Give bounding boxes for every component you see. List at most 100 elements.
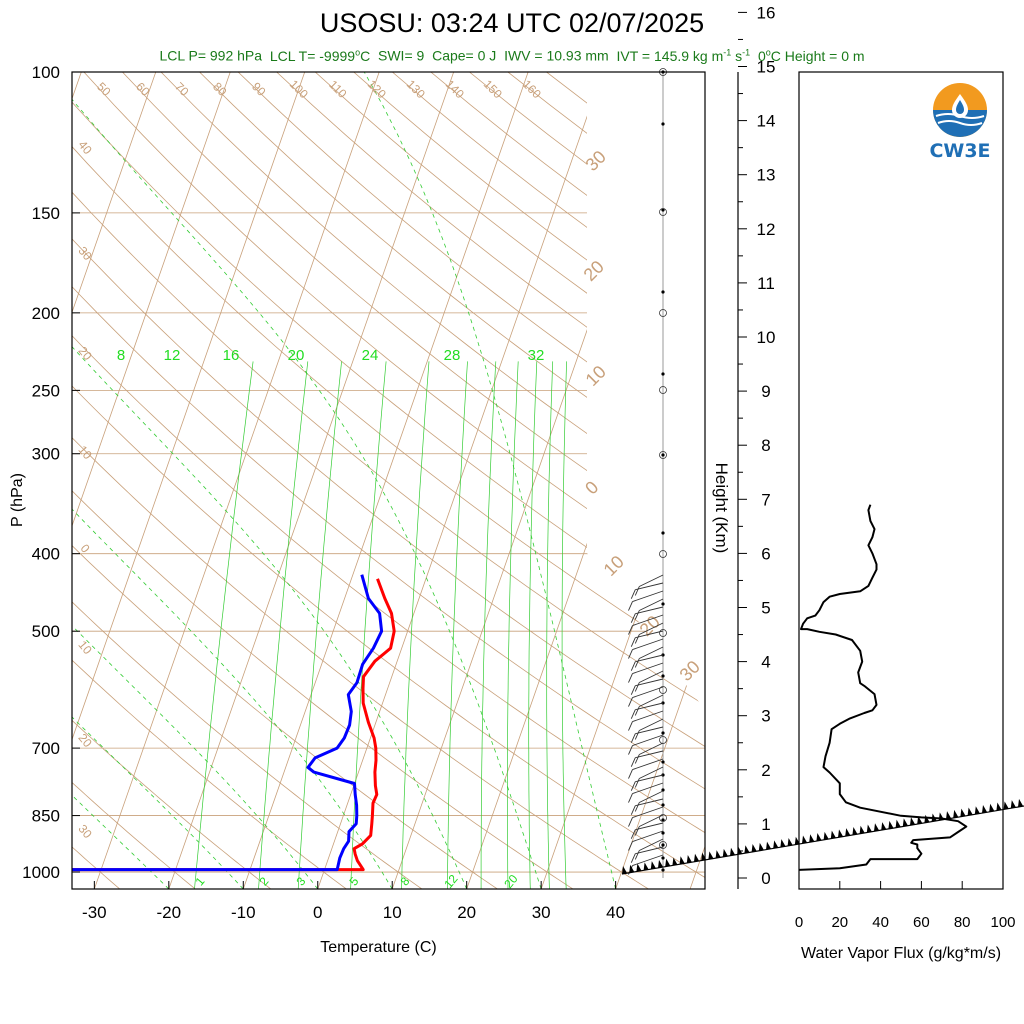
wind-flag (708, 851, 714, 860)
wind-level-dot (661, 208, 665, 212)
wind-flag (686, 855, 692, 864)
dry-adiabat (392, 72, 705, 312)
height-tick-label: 8 (761, 436, 770, 455)
sounding-indices: LCL P= 992 hPa LCL T= -9999oC SWI= 9 Cap… (0, 47, 1024, 64)
wind-barb (639, 622, 664, 635)
wind-level-dot (661, 760, 665, 764)
mixing-ratio-line (507, 361, 519, 889)
skew-t-axes: -30 -20 -10 0 10 20 30 40 100 150 200 250 300 400 500 7… (9, 63, 625, 956)
mixing-ratio-bottom-label: 3 (293, 874, 308, 888)
calm-wind-circle (659, 629, 667, 637)
wind-barb (635, 822, 664, 831)
swi-value: SWI= 9 (378, 47, 425, 64)
wind-barb (635, 678, 664, 687)
wind-barb (639, 574, 664, 587)
wind-barb-feather (630, 589, 636, 599)
moist-adiabat (72, 508, 393, 889)
wind-flag (953, 809, 959, 818)
y-tick-label: 200 (32, 304, 60, 323)
calm-wind-circle (659, 386, 667, 394)
dry-adiabat (72, 601, 423, 889)
x-tick-label: -20 (157, 903, 182, 922)
height-tick-label: 10 (757, 328, 776, 347)
mixing-ratio-line (350, 361, 387, 889)
wind-flag (715, 850, 721, 859)
wind-flag (852, 826, 858, 835)
flux-tick-label: 80 (954, 914, 971, 931)
mixing-ratio-bottom-label: 5 (346, 874, 361, 888)
dry-adiabat (72, 146, 705, 666)
wind-barb (635, 630, 664, 639)
surface-wind-barb (621, 805, 1024, 875)
dry-adiabat (72, 238, 705, 747)
wind-level-dot (661, 788, 665, 792)
wind-barb-feather (634, 826, 640, 836)
height-tick-label: 2 (761, 761, 770, 780)
wind-barb (635, 726, 664, 735)
wind-flag (722, 848, 728, 857)
wind-barb-feather (628, 745, 633, 755)
dry-adiabat (72, 719, 272, 889)
wind-barb (639, 766, 664, 779)
height-tick-label: 11 (757, 274, 775, 293)
wind-flag (636, 863, 642, 872)
isotherm (765, 72, 1024, 889)
wind-flag (1010, 800, 1016, 809)
mixing-ratio-line (194, 361, 254, 889)
x-tick-label: 30 (532, 903, 551, 922)
flux-tick-label: 60 (913, 914, 930, 931)
y-tick-label: 100 (32, 63, 60, 82)
wind-flag (895, 819, 901, 828)
height-tick-label: 7 (761, 490, 770, 509)
ivt-value: IVT = 145.9 kg m-1 s-1 (616, 47, 751, 64)
wind-barb-feather (630, 829, 636, 839)
lcl-temperature: LCL T= -9999oC (269, 47, 371, 64)
cape-value: Cape= 0 J (432, 47, 497, 64)
x-tick-label: 10 (383, 903, 402, 922)
dry-adiabat (72, 286, 705, 790)
flux-axis-label: Water Vapor Flux (g/kg*m/s) (801, 945, 1001, 962)
flux-tick-label: 0 (795, 914, 803, 931)
wind-barb (635, 798, 664, 807)
wind-barb (632, 734, 664, 747)
isotherm (93, 72, 380, 889)
wind-flag (694, 853, 699, 862)
wind-flag (672, 857, 678, 866)
dry-adiabat-label: 120 (365, 77, 389, 101)
wind-barb-feather (628, 841, 633, 851)
skew-t-background (0, 72, 1024, 889)
dry-adiabat (72, 659, 347, 889)
wind-level-dot (661, 674, 665, 678)
wind-barb (639, 694, 664, 707)
y-axis-label: P (hPa) (9, 473, 26, 527)
wind-barb (639, 646, 664, 659)
isotherm (72, 72, 231, 528)
wind-barb (639, 670, 664, 683)
wind-barb-feather (634, 706, 640, 716)
mixing-ratio-line (480, 361, 497, 889)
wind-barb (632, 854, 664, 867)
dry-adiabat (72, 335, 705, 834)
wind-barb (635, 750, 664, 759)
dry-adiabat-label: 70 (172, 79, 192, 99)
wind-flag (751, 844, 757, 853)
dry-adiabat (72, 101, 705, 627)
wind-barb (632, 662, 664, 675)
y-tick-label: 500 (32, 622, 60, 641)
mixing-ratio-line (546, 361, 554, 889)
calm-wind-circle (659, 309, 667, 317)
isotherm (0, 72, 7, 889)
flux-axis: 0 20 40 60 80 100 Water Vapor Flux (g/kg*m/s) (795, 881, 1016, 962)
wind-barb-feather (630, 709, 636, 719)
wind-flag (622, 866, 627, 874)
wind-level-dot (661, 602, 665, 606)
wind-flag (730, 847, 735, 856)
x-tick-label: 20 (457, 903, 476, 922)
wind-flag (874, 823, 879, 832)
dry-adiabat (122, 72, 705, 551)
wind-flag (658, 859, 663, 868)
isotherm (689, 845, 705, 889)
wind-barb-feather (628, 817, 633, 827)
wind-level-dot (661, 372, 665, 376)
wind-flag (982, 805, 987, 813)
